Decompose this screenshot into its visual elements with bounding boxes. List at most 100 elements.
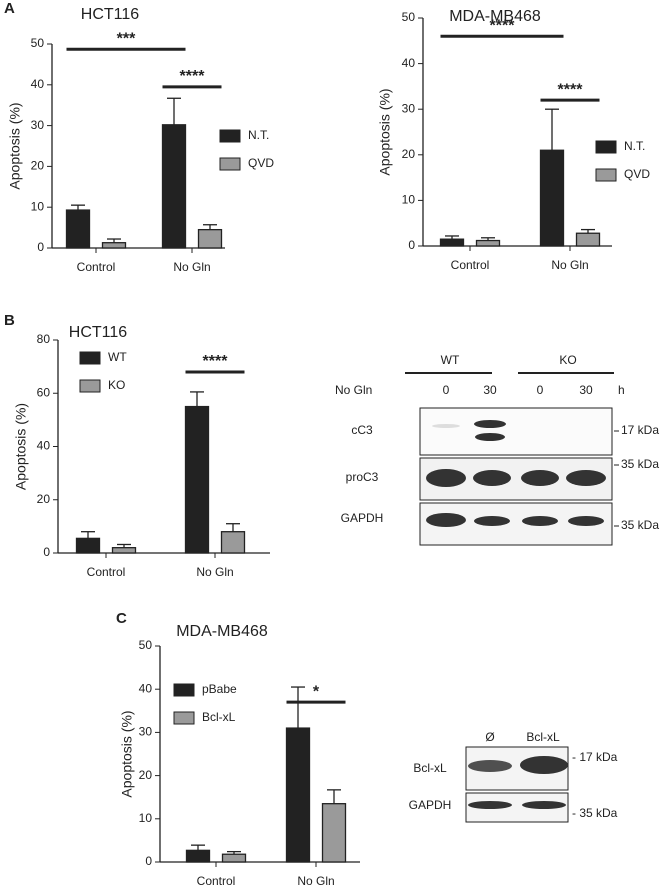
panel-label: C: [116, 610, 127, 627]
y-tick-label: 50: [31, 36, 45, 50]
blot-group: KO: [559, 353, 576, 367]
y-tick-label: 30: [139, 725, 153, 739]
band: [522, 516, 558, 526]
bar: [75, 537, 101, 554]
y-tick-label: 10: [31, 199, 45, 213]
band: [521, 470, 559, 486]
blot-row-label: proC3: [346, 470, 379, 484]
bar: [184, 405, 210, 554]
legend-label: KO: [108, 378, 125, 392]
x-tick-label: No Gln: [196, 565, 233, 579]
lane-label: 0: [537, 383, 544, 397]
legend-label: WT: [108, 350, 127, 364]
legend-swatch: [219, 129, 241, 143]
band: [473, 470, 511, 486]
legend-label: N.T.: [248, 128, 269, 142]
x-tick-label: No Gln: [297, 874, 334, 888]
y-tick-label: 20: [402, 147, 416, 161]
legend-label: QVD: [624, 167, 650, 181]
blot-marker: - 17 kDa: [572, 750, 618, 764]
band: [475, 433, 505, 441]
bar: [321, 803, 347, 863]
legend-swatch: [79, 351, 101, 365]
western-blot: WT KO No Gln 0 30 0 30 h cC3 17 kDa proC…: [335, 353, 659, 546]
blot-marker: 17 kDa: [621, 423, 659, 437]
lane-label: 30: [483, 383, 497, 397]
bar: [285, 727, 311, 863]
y-tick-label: 20: [37, 492, 51, 506]
y-tick-label: 30: [31, 118, 45, 132]
bar: [220, 531, 246, 554]
x-tick-label: No Gln: [551, 258, 588, 272]
y-tick-label: 60: [37, 385, 51, 399]
chart-title: MDA-MB468: [449, 8, 541, 25]
lane-unit: h: [618, 383, 625, 397]
y-tick-label: 50: [402, 10, 416, 24]
legend-swatch: [595, 140, 617, 154]
y-tick-label: 40: [139, 681, 153, 695]
significance-label: ****: [180, 68, 206, 85]
legend-label: pBabe: [202, 682, 237, 696]
lane-label: Bcl-xL: [526, 730, 560, 744]
legend-label: N.T.: [624, 139, 645, 153]
y-tick-label: 20: [139, 768, 153, 782]
x-tick-label: Control: [87, 565, 126, 579]
blot-marker: 35 kDa: [621, 457, 659, 471]
chart-title: HCT116: [69, 324, 127, 341]
significance-label: ****: [490, 17, 516, 34]
blot-row-label: GAPDH: [409, 798, 452, 812]
blot-row-label: GAPDH: [341, 511, 384, 525]
y-tick-label: 40: [402, 56, 416, 70]
band: [566, 470, 606, 486]
y-axis-title: Apoptosis (%): [377, 88, 393, 175]
legend-swatch: [595, 168, 617, 182]
band: [568, 516, 604, 526]
y-tick-label: 0: [43, 545, 50, 559]
y-tick-label: 20: [31, 159, 45, 173]
y-axis-title: Apoptosis (%): [7, 102, 23, 189]
panel-label: B: [4, 312, 15, 329]
legend-swatch: [219, 157, 241, 171]
bar: [65, 209, 91, 249]
blot-row-label: cC3: [351, 423, 373, 437]
significance-label: ****: [203, 353, 229, 370]
y-tick-label: 80: [37, 332, 51, 346]
chart-title: MDA-MB468: [176, 623, 268, 640]
band: [474, 420, 506, 428]
bar: [475, 239, 501, 247]
chart-title: HCT116: [81, 6, 139, 23]
x-tick-label: Control: [77, 260, 116, 274]
bar: [101, 242, 127, 249]
x-tick-label: No Gln: [173, 260, 210, 274]
y-tick-label: 0: [408, 238, 415, 252]
blot-group: WT: [441, 353, 460, 367]
band: [432, 424, 460, 428]
lane-label: Ø: [485, 730, 494, 744]
western-blot: Ø Bcl-xL Bcl-xL - 17 kDa GAPDH - 35 kDa: [409, 730, 618, 823]
band: [468, 760, 512, 772]
blot-marker: - 35 kDa: [572, 806, 618, 820]
lane-label: 30: [579, 383, 593, 397]
x-tick-label: Control: [451, 258, 490, 272]
bar: [111, 547, 137, 554]
band: [426, 469, 466, 487]
y-axis-title: Apoptosis (%): [119, 710, 135, 797]
bar: [575, 232, 601, 247]
band: [468, 801, 512, 809]
y-tick-label: 10: [139, 811, 153, 825]
significance-label: *: [313, 683, 320, 700]
band: [522, 801, 566, 809]
y-tick-label: 0: [145, 854, 152, 868]
y-tick-label: 10: [402, 193, 416, 207]
band: [426, 513, 466, 527]
legend-label: QVD: [248, 156, 274, 170]
y-tick-label: 40: [37, 439, 51, 453]
bar: [185, 849, 211, 863]
y-tick-label: 30: [402, 101, 416, 115]
y-tick-label: 40: [31, 77, 45, 91]
y-axis-title: Apoptosis (%): [13, 403, 29, 490]
bar: [197, 228, 223, 249]
y-tick-label: 0: [37, 240, 44, 254]
band: [474, 516, 510, 526]
